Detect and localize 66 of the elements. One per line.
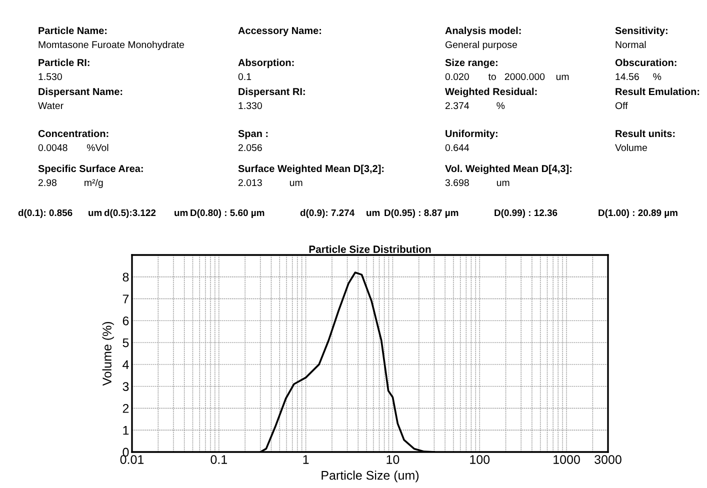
text: Off <box>615 102 628 110</box>
y-tick-label: 6 <box>122 316 129 326</box>
text: Particle RI: <box>38 58 90 66</box>
x-tick-label: 1 <box>303 455 309 464</box>
text: Uniformity: <box>446 130 498 140</box>
text: Dispersant Name: <box>38 88 122 98</box>
text: 0.644 <box>445 144 470 152</box>
text: 14.56 % <box>616 73 662 80</box>
text: D(0.80) : 5.60 µm <box>190 209 264 218</box>
text: 1.530 <box>38 73 62 80</box>
text: Result units: <box>616 130 675 138</box>
y-tick-label: 7 <box>122 294 129 304</box>
y-tick-label: 2 <box>122 404 129 413</box>
text: D(0.95) : 8.87 µm <box>384 209 458 218</box>
y-tick-label: 3 <box>122 382 129 391</box>
text: Concentration: <box>38 130 108 138</box>
text: 0.1 <box>238 73 252 80</box>
x-tick-label: 0.01 <box>120 455 144 464</box>
text: d(0.1): 0.856 <box>18 209 72 218</box>
x-tick-label: 100 <box>470 455 490 464</box>
text: General purpose <box>445 40 517 50</box>
text: 2.013 um <box>238 179 302 186</box>
text: Water <box>38 102 64 110</box>
x-tick-label: 1000 <box>554 455 580 464</box>
text: Momtasone Furoate Monohydrate <box>38 40 184 50</box>
text: um <box>366 210 380 216</box>
text: Weighted Residual: <box>445 88 537 98</box>
text: 2.056 <box>238 144 262 152</box>
text: Span : <box>238 130 268 140</box>
y-axis-title: Volume (%) <box>102 322 114 386</box>
text: Size range: <box>445 58 498 68</box>
text: 0.020 to 2000.000 um <box>445 73 569 80</box>
y-tick-label: 1 <box>123 426 129 435</box>
text: D(1.00) : 20.89 µm <box>598 209 678 218</box>
text: 0.0048 %Vol <box>38 144 108 152</box>
text: Particle Name: <box>38 26 107 34</box>
text: 2.374 % <box>445 102 505 110</box>
y-tick-label: 8 <box>122 272 129 282</box>
text: Vol. Weighted Mean D[4,3]: <box>445 164 572 174</box>
text: um <box>88 210 102 216</box>
y-tick-label: 5 <box>122 338 129 348</box>
y-tick-label: 0 <box>122 448 129 457</box>
text: 3.698 um <box>445 179 510 186</box>
text: Specific Surface Area: <box>38 164 143 174</box>
x-tick-label: 10 <box>386 455 400 464</box>
x-tick-label: 0.1 <box>210 455 227 464</box>
y-tick-label: 4 <box>122 360 129 369</box>
text: D(0.99) : 12.36 <box>494 209 558 218</box>
text: Accessory Name: <box>238 27 321 36</box>
x-tick-label: 3000 <box>594 455 622 464</box>
text: d(0.9): 7.274 <box>300 209 355 218</box>
text: Analysis model: <box>445 26 521 36</box>
text: Obscuration: <box>615 58 676 66</box>
text: d(0.5):3.122 <box>104 209 156 218</box>
text: Surface Weighted Mean D[3,2]: <box>238 164 384 174</box>
text: 2.98 m²/g <box>38 178 103 188</box>
text: Dispersant RI: <box>238 88 305 98</box>
x-axis-title: Particle Size (um) <box>322 470 419 482</box>
text: 1.330 <box>238 102 262 110</box>
text: um <box>174 210 188 216</box>
text: Normal <box>616 40 646 48</box>
text: Absorption: <box>238 58 294 68</box>
text: Sensitivity: <box>615 26 668 36</box>
text: Volume <box>615 144 647 152</box>
text: Result Emulation: <box>616 88 700 96</box>
chart-title: Particle Size Distribution <box>309 245 431 253</box>
